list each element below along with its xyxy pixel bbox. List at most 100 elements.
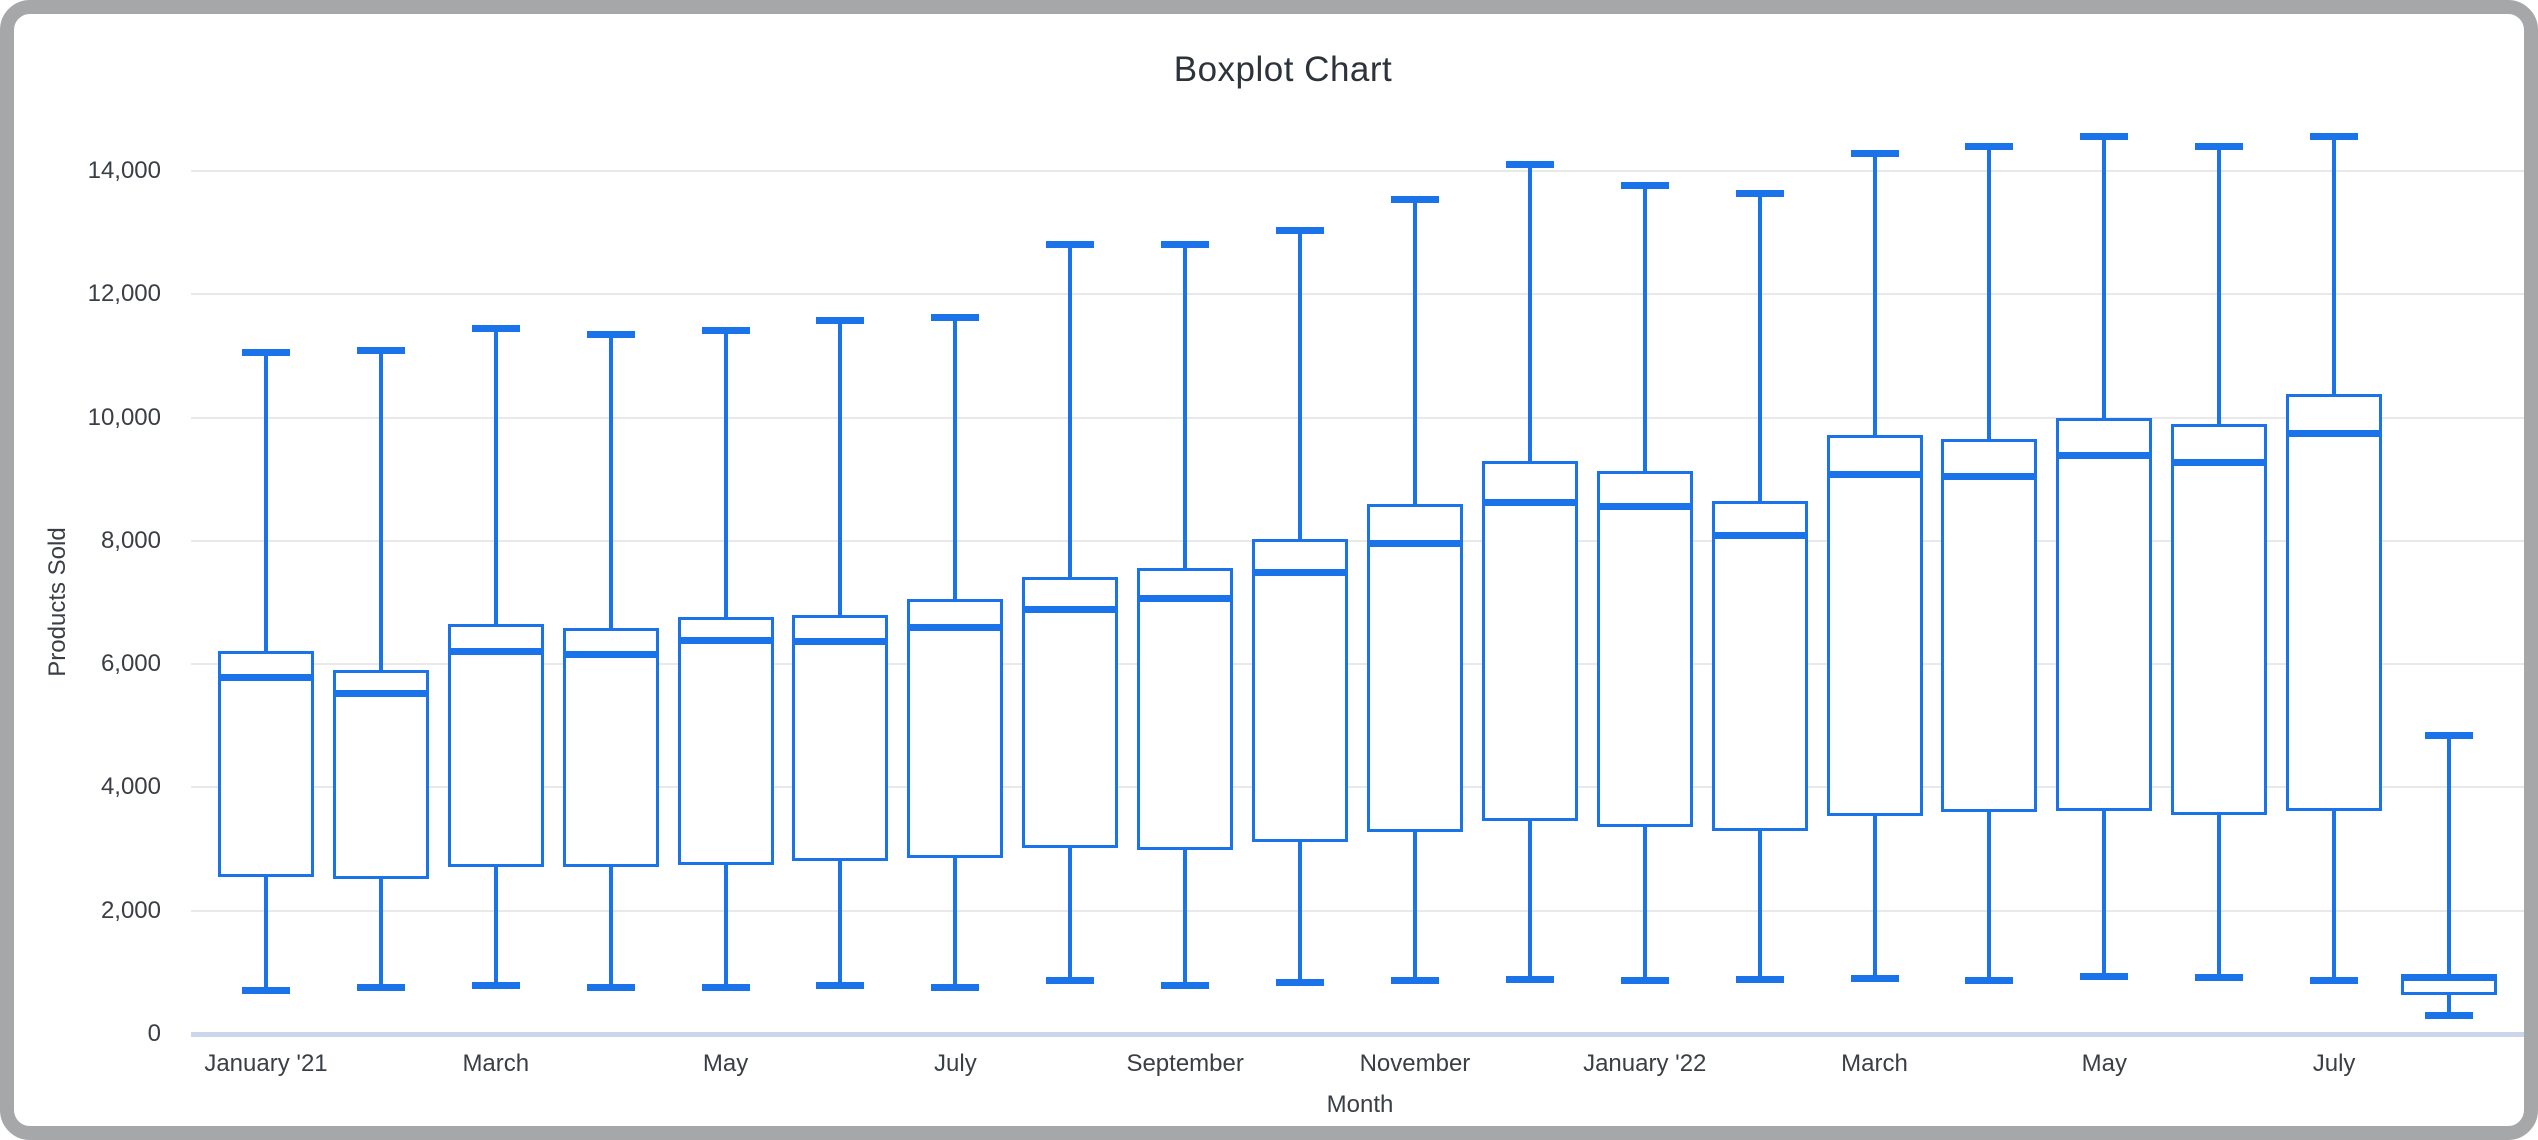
median-bar: [1711, 531, 1808, 539]
max-whisker-cap: [356, 347, 405, 355]
gridline: [191, 170, 2524, 172]
x-tick-label: September: [1126, 1050, 1244, 1077]
y-tick-label: 6,000: [100, 650, 161, 678]
upper-whisker-line: [2217, 146, 2222, 424]
max-whisker-cap: [2425, 731, 2473, 739]
upper-whisker-line: [264, 352, 268, 652]
min-whisker-cap: [2195, 974, 2244, 982]
lower-whisker-line: [1183, 850, 1188, 986]
iqr-box: [447, 624, 544, 867]
upper-whisker-line: [608, 334, 613, 629]
iqr-box: [677, 617, 774, 866]
lower-whisker-line: [378, 879, 383, 988]
upper-whisker-line: [1068, 244, 1073, 578]
min-whisker-cap: [2310, 976, 2359, 984]
min-whisker-cap: [1276, 978, 1325, 986]
median-bar: [2401, 974, 2497, 982]
lower-whisker-line: [1412, 831, 1417, 981]
min-whisker-cap: [931, 984, 980, 992]
upper-whisker-line: [1757, 193, 1762, 501]
max-whisker-cap: [816, 316, 865, 324]
iqr-box: [218, 651, 314, 877]
gridline: [191, 663, 2524, 666]
min-whisker-cap: [1620, 977, 1669, 985]
median-bar: [907, 623, 1004, 631]
iqr-box: [1252, 539, 1349, 843]
median-bar: [1941, 473, 2038, 481]
max-whisker-cap: [1965, 142, 2014, 150]
min-whisker-cap: [701, 983, 750, 991]
lower-whisker-line: [2217, 814, 2222, 978]
upper-whisker-line: [838, 320, 843, 615]
upper-whisker-line: [1872, 153, 1877, 435]
upper-whisker-line: [1298, 230, 1303, 539]
x-tick-label: March: [1841, 1050, 1908, 1077]
upper-whisker-line: [2447, 735, 2451, 976]
upper-whisker-line: [1987, 146, 1992, 440]
iqr-box: [1366, 503, 1463, 832]
max-whisker-cap: [1850, 149, 1899, 157]
min-whisker-cap: [356, 983, 405, 991]
lower-whisker-line: [2332, 810, 2337, 981]
iqr-box: [2171, 423, 2268, 815]
x-tick-label: July: [934, 1050, 977, 1077]
median-bar: [677, 637, 774, 645]
upper-whisker-line: [723, 330, 728, 618]
x-tick-label: July: [2312, 1050, 2356, 1077]
y-tick-label: 0: [147, 1020, 161, 1047]
median-bar: [332, 690, 429, 698]
min-whisker-cap: [2080, 973, 2129, 981]
min-whisker-cap: [1850, 975, 1899, 983]
iqr-box: [1596, 471, 1693, 827]
min-whisker-cap: [816, 982, 865, 990]
upper-whisker-line: [2102, 136, 2107, 418]
iqr-box: [792, 614, 889, 861]
min-whisker-cap: [1161, 982, 1210, 990]
upper-whisker-line: [493, 328, 498, 625]
y-tick-label: 8,000: [100, 526, 161, 554]
median-bar: [562, 651, 659, 659]
iqr-box: [1826, 434, 1923, 816]
y-tick-label: 2,000: [100, 896, 161, 924]
lower-whisker-line: [1642, 826, 1647, 981]
x-axis-title: Month: [1326, 1091, 1394, 1118]
lower-whisker-line: [1872, 815, 1877, 979]
lower-whisker-line: [2102, 810, 2107, 977]
upper-whisker-line: [1527, 164, 1532, 461]
chart-title: Boxplot Chart: [1173, 50, 1393, 89]
median-bar: [447, 647, 544, 655]
max-whisker-cap: [1735, 189, 1784, 197]
max-whisker-cap: [1161, 240, 1210, 248]
lower-whisker-line: [493, 866, 498, 986]
max-whisker-cap: [1046, 241, 1095, 249]
lower-whisker-line: [838, 860, 843, 986]
max-whisker-cap: [2080, 132, 2129, 140]
max-whisker-cap: [701, 326, 750, 334]
iqr-box: [2056, 417, 2153, 811]
median-bar: [2056, 452, 2153, 460]
gridline: [191, 786, 2524, 789]
upper-whisker-line: [1412, 199, 1417, 504]
max-whisker-cap: [471, 325, 520, 333]
iqr-box: [332, 670, 429, 880]
x-tick-label: March: [462, 1050, 530, 1077]
gridline: [191, 539, 2524, 542]
lower-whisker-line: [1068, 847, 1073, 981]
lower-whisker-line: [608, 866, 613, 988]
lower-whisker-line: [1987, 812, 1992, 981]
lower-whisker-line: [1298, 842, 1303, 983]
min-whisker-cap: [1505, 976, 1554, 984]
min-whisker-cap: [242, 987, 290, 995]
max-whisker-cap: [931, 313, 980, 321]
x-tick-label: May: [702, 1050, 749, 1077]
upper-whisker-line: [378, 350, 383, 671]
median-bar: [1252, 569, 1349, 577]
median-bar: [1596, 503, 1693, 511]
upper-whisker-line: [2332, 136, 2337, 394]
x-tick-label: January '22: [1583, 1050, 1707, 1077]
median-bar: [1366, 540, 1463, 548]
lower-whisker-line: [1527, 820, 1532, 980]
lower-whisker-line: [2447, 995, 2451, 1016]
y-tick-label: 10,000: [87, 403, 161, 431]
min-whisker-cap: [471, 981, 520, 989]
